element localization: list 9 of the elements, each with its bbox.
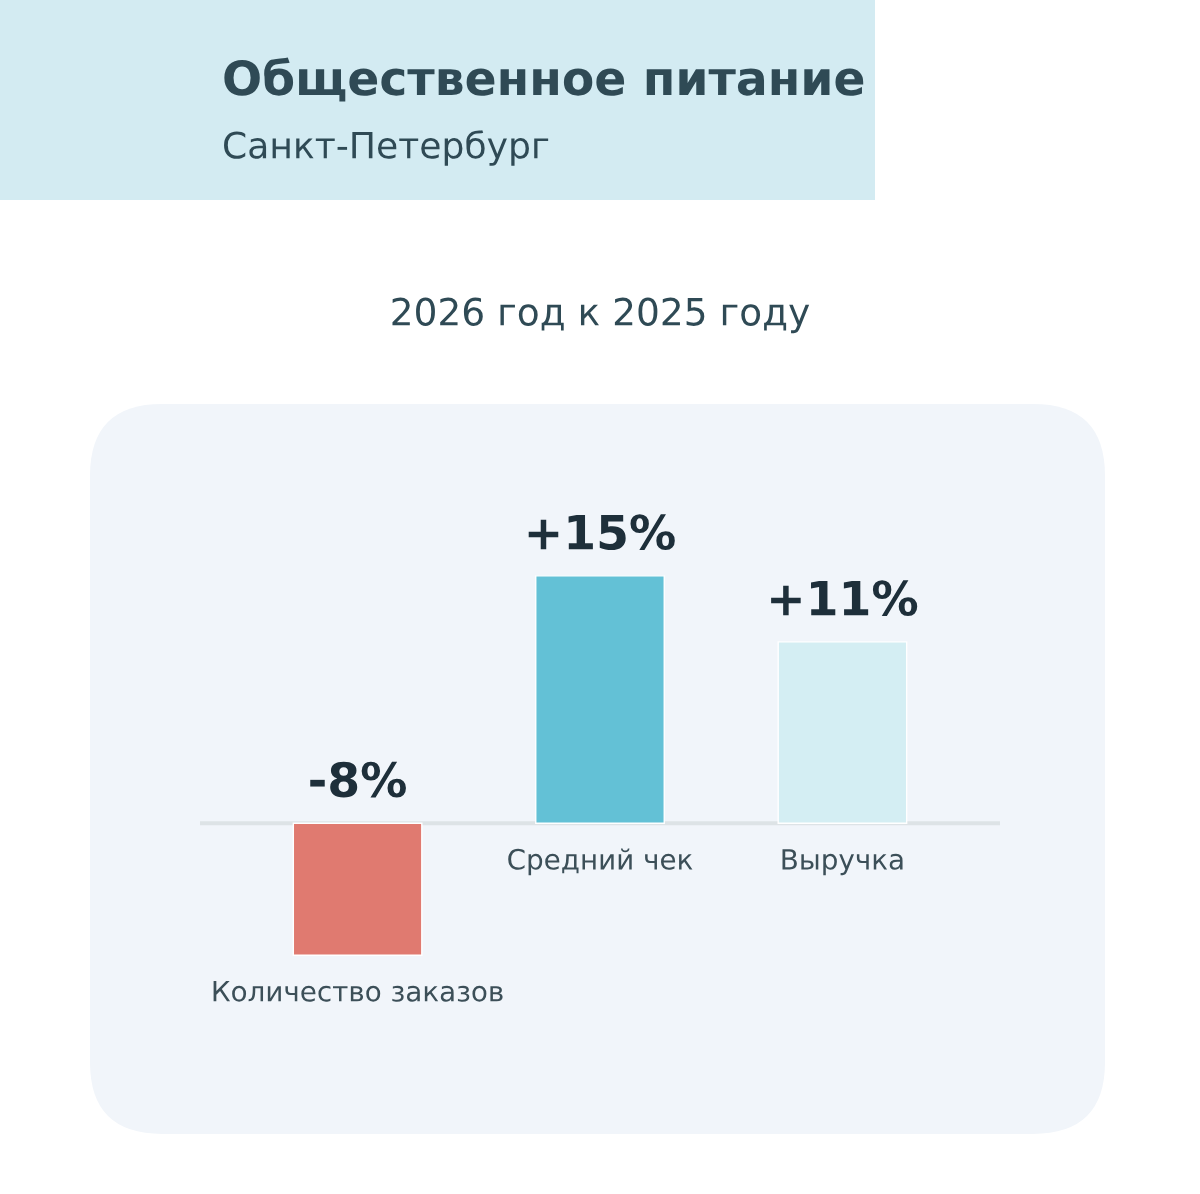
x-tick-label: Выручка <box>782 849 903 876</box>
x-tick-label: Количество заказов <box>213 981 503 1002</box>
chart-title: Общественное питание <box>224 57 864 102</box>
x-tick-label: Средний чек <box>508 848 693 876</box>
chart-subtitle: Санкт-Петербург <box>224 130 549 166</box>
data-label: +11% <box>771 580 918 617</box>
text: 2026 год к 2025 году <box>392 297 810 334</box>
data-label: -8% <box>310 761 406 798</box>
data-label: +15% <box>528 514 675 551</box>
